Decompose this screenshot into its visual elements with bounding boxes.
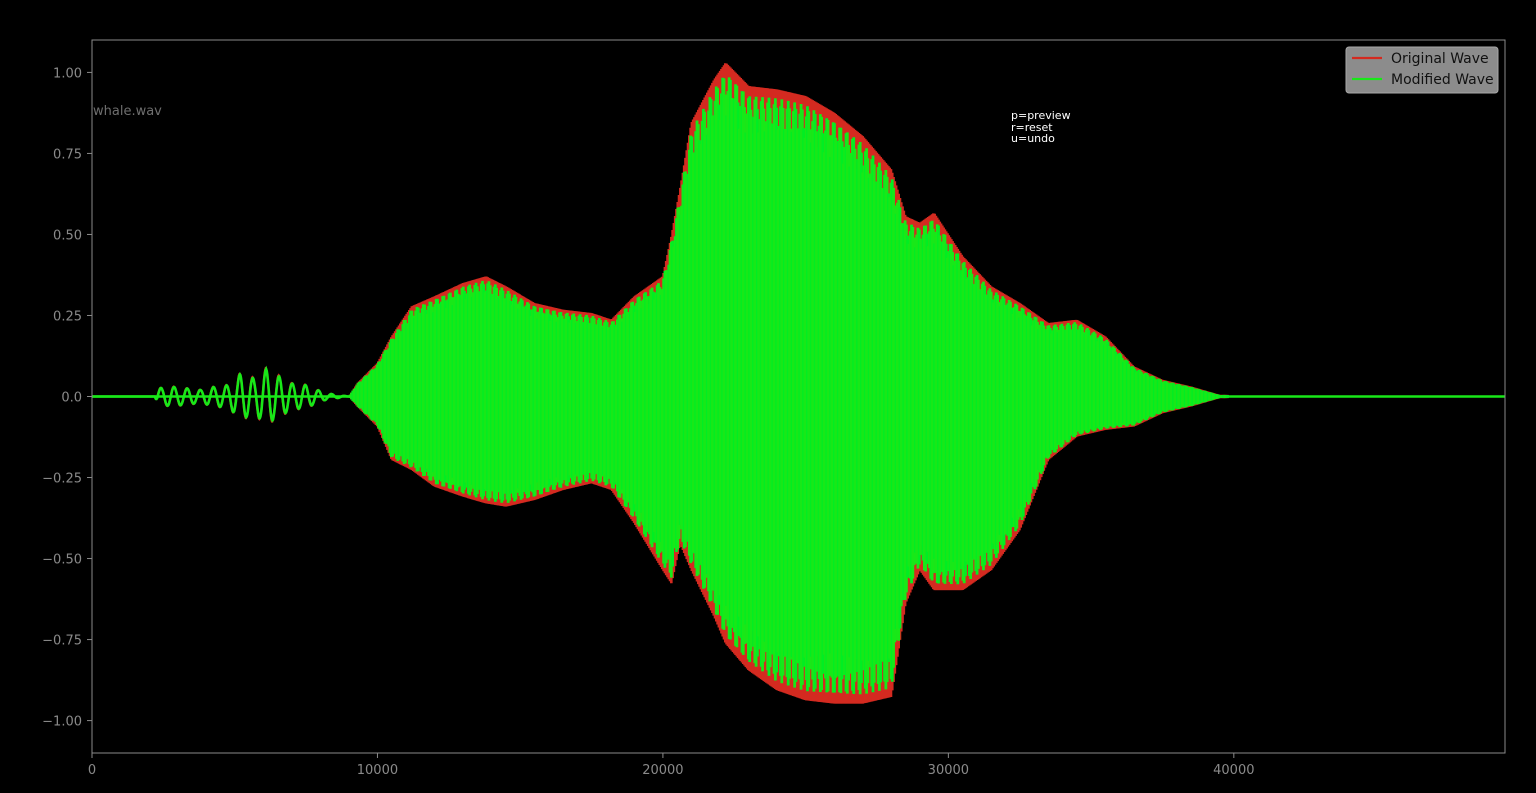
- x-tick-label: 40000: [1213, 763, 1254, 778]
- x-axis-ticks: 0 10000 20000 30000 40000: [88, 753, 1254, 778]
- legend-modified-label: Modified Wave: [1391, 72, 1494, 88]
- x-tick-label: 30000: [928, 763, 969, 778]
- y-tick-label: 0.50: [53, 228, 82, 243]
- modified-wave-precursor: [92, 365, 349, 423]
- help-undo: u=undo: [1011, 132, 1055, 145]
- y-tick-label: 0.0: [61, 391, 82, 406]
- y-tick-label: −0.50: [42, 553, 82, 568]
- y-axis-ticks: 1.00 0.75 0.50 0.25 0.0 −0.25 −0.50 −0.75 −1.00: [42, 66, 92, 730]
- y-tick-label: −0.75: [42, 634, 82, 649]
- y-tick-label: 1.00: [53, 66, 82, 81]
- y-tick-label: 0.75: [53, 147, 82, 162]
- help-preview: p=preview: [1011, 109, 1071, 122]
- y-tick-label: −0.25: [42, 472, 82, 487]
- modified-wave-series: [92, 77, 1505, 695]
- x-tick-label: 20000: [642, 763, 683, 778]
- legend-box: [1345, 46, 1499, 94]
- legend-original-label: Original Wave: [1391, 51, 1489, 67]
- y-tick-label: 0.25: [53, 309, 82, 324]
- x-tick-label: 10000: [357, 763, 398, 778]
- help-reset: r=reset: [1011, 121, 1053, 134]
- x-tick-label: 0: [88, 763, 96, 778]
- y-tick-label: −1.00: [42, 715, 82, 730]
- file-name-label: whale.wav: [93, 104, 162, 119]
- legend[interactable]: Original Wave Modified Wave: [1345, 46, 1499, 94]
- original-wave-precursor: [92, 366, 349, 423]
